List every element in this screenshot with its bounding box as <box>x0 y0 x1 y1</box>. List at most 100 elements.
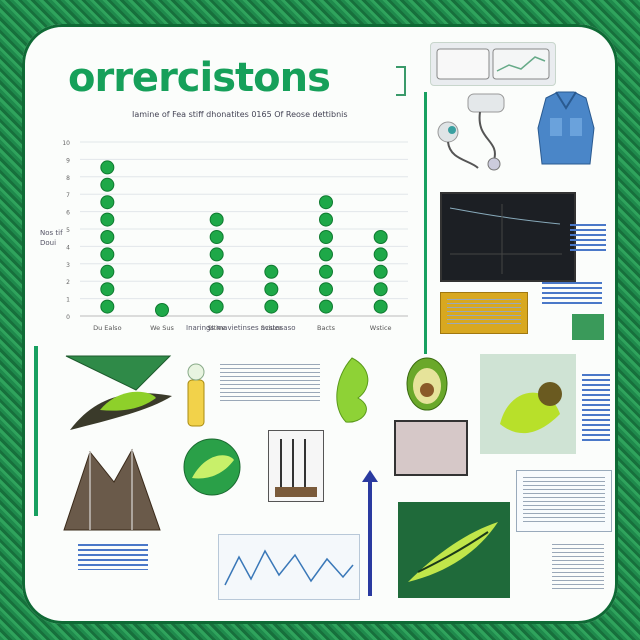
chart-dot <box>100 299 115 314</box>
chart-dot <box>319 230 333 244</box>
barcode-tag <box>572 314 604 340</box>
leaf-sprout-image <box>398 502 510 598</box>
page-title: orrercistons <box>68 55 331 101</box>
mini-table-rows <box>523 477 605 523</box>
chart-dot <box>209 230 224 244</box>
tools-image <box>268 430 324 502</box>
chart-dot <box>373 282 388 297</box>
chart-dot <box>100 230 115 244</box>
x-tick-label: Sviuce <box>261 324 282 332</box>
monitor-graph-image <box>440 192 576 282</box>
y-tick-label: 5 <box>66 227 70 234</box>
chart-title: Iamine of Fea stiff dhonatites 0165 Of R… <box>132 110 348 119</box>
avocado-icon <box>406 357 448 411</box>
receipt-text <box>447 299 521 325</box>
chart-dot <box>319 264 333 279</box>
mountain-icon <box>63 448 161 531</box>
sprout-icon <box>408 522 498 582</box>
chart-dot <box>209 282 224 297</box>
leaf-circle-icon <box>183 438 241 496</box>
fitness-tracker-image <box>430 42 556 86</box>
chart-dot <box>373 230 388 244</box>
left-edge-bar <box>34 346 38 516</box>
y-tick-label: 0 <box>66 314 70 321</box>
caption-block <box>220 364 320 404</box>
chart-dot <box>264 264 279 279</box>
chart-dot <box>319 247 333 262</box>
panel-divider <box>424 92 427 354</box>
chart-y-axis-label: Nos tif Doui <box>40 229 63 247</box>
y-tick-label: 4 <box>66 244 70 251</box>
chart-dot <box>319 299 333 314</box>
pointer-stick <box>368 476 372 596</box>
chart-dot <box>373 247 388 262</box>
chart-dot <box>100 177 115 192</box>
y-tick-label: 7 <box>66 192 70 199</box>
pointer-icon <box>362 470 378 482</box>
chart-dot <box>319 212 333 227</box>
chart-dot <box>264 282 279 297</box>
x-tick-label: Wstice <box>370 324 392 332</box>
y-tick-label: 9 <box>66 157 70 164</box>
dashboard-photo <box>394 420 468 476</box>
jacket-image <box>532 88 600 172</box>
leaf-circle-image <box>176 434 248 500</box>
x-tick-label: Du Ealso <box>93 324 121 332</box>
mini-table <box>516 470 612 532</box>
chart-x-axis-label: Inarings mavietinses acstesaso <box>186 324 296 332</box>
plant-figure-image <box>322 348 382 428</box>
bottle-image <box>178 360 214 430</box>
monitor-icon <box>449 204 562 274</box>
x-tick-label: Sitiee <box>208 324 226 332</box>
chart-dot <box>319 282 333 297</box>
spec-list <box>570 224 606 254</box>
earbuds-icon <box>437 93 505 171</box>
chart-dot <box>100 212 115 227</box>
earbuds-image <box>430 90 506 190</box>
chart-dot <box>100 282 115 297</box>
chart-dot <box>209 264 224 279</box>
line-graph-icon <box>224 549 354 586</box>
y-tick-label: 1 <box>66 297 70 304</box>
receipt-image <box>440 292 528 334</box>
y-tick-label: 2 <box>66 279 70 286</box>
footer-notes <box>78 544 148 570</box>
y-tick-label: 8 <box>66 175 70 182</box>
chart-dot <box>100 195 115 210</box>
title-bracket-decoration <box>396 66 406 96</box>
jacket-icon <box>537 91 595 165</box>
dot-chart: 0 1 2 3 4 5 6 7 8 9 10 Du Ealso We Sus Sitiee Sviuce Ba… <box>36 102 414 352</box>
gadget-icon <box>500 382 562 434</box>
leaf-icon <box>65 355 172 430</box>
tools-icon <box>275 439 317 497</box>
watch-icon <box>436 48 550 80</box>
chart-dot <box>209 212 224 227</box>
chart-dot <box>155 303 169 317</box>
y-tick-label: 6 <box>66 210 70 217</box>
spec-list-2 <box>542 282 602 306</box>
chart-dot <box>209 247 224 262</box>
leaf-device-image <box>60 350 180 434</box>
bottle-icon <box>187 363 205 427</box>
y-tick-label: 3 <box>66 262 70 269</box>
x-tick-label: We Sus <box>150 324 174 332</box>
footer-table <box>552 544 604 590</box>
chart-dot <box>209 299 224 314</box>
chart-dot <box>264 299 279 314</box>
avocado-image <box>402 350 452 416</box>
chart-dot <box>100 160 115 175</box>
side-spec-list <box>582 374 610 444</box>
chart-dot <box>100 264 115 279</box>
chart-dot <box>373 299 388 314</box>
mountain-illustration <box>60 442 164 534</box>
plant-icon <box>336 357 369 423</box>
chart-dot <box>100 247 115 262</box>
gadget-closeup-image <box>480 354 576 454</box>
chart-dot <box>373 264 388 279</box>
chart-svg: 0 1 2 3 4 5 6 7 8 9 10 Du Ealso We Sus Sitiee Sviuce Ba… <box>62 140 408 332</box>
line-graph-thumb <box>218 534 360 600</box>
x-tick-label: Bacts <box>317 324 336 332</box>
infographic-card: orrercistons 0 1 2 3 4 5 6 7 8 9 10 Du Ealso We Sus S… <box>22 24 618 624</box>
y-tick-label: 10 <box>62 140 70 147</box>
chart-dot <box>319 195 333 210</box>
